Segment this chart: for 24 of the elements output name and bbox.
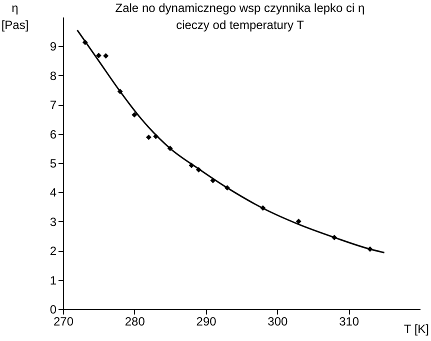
point — [132, 112, 138, 118]
y-tick-label: 0 — [50, 302, 57, 316]
x-tick-label: 310 — [339, 314, 360, 328]
y-tick-label: 7 — [50, 98, 57, 112]
point — [96, 52, 102, 58]
chart-subtitle: cieczy od temperatury T — [176, 18, 305, 32]
y-tick-label: 3 — [50, 214, 57, 229]
y-tick-label: 2 — [50, 244, 57, 258]
chart-title: Zale no dynamicznego wsp czynnika lepko ci η — [115, 1, 365, 15]
y-axis-title: η [Pas] — [1, 1, 29, 32]
y-tick-label: 8 — [50, 68, 57, 83]
x-axis-title: T [K] — [404, 322, 429, 336]
x-tick-label: 290 — [196, 314, 217, 328]
y-tick-label: 1 — [50, 273, 57, 288]
point — [146, 134, 152, 140]
y-tick-label: 9 — [50, 40, 57, 54]
y-tick-label: 5 — [50, 156, 57, 170]
x-tick-label: 280 — [124, 314, 146, 328]
y-tick-label: 4 — [50, 186, 57, 200]
y-tick-label: 6 — [50, 127, 57, 142]
point — [103, 53, 109, 59]
point — [296, 218, 302, 224]
x-tick-label: 300 — [268, 314, 288, 328]
x-tick-label: 270 — [53, 314, 74, 328]
